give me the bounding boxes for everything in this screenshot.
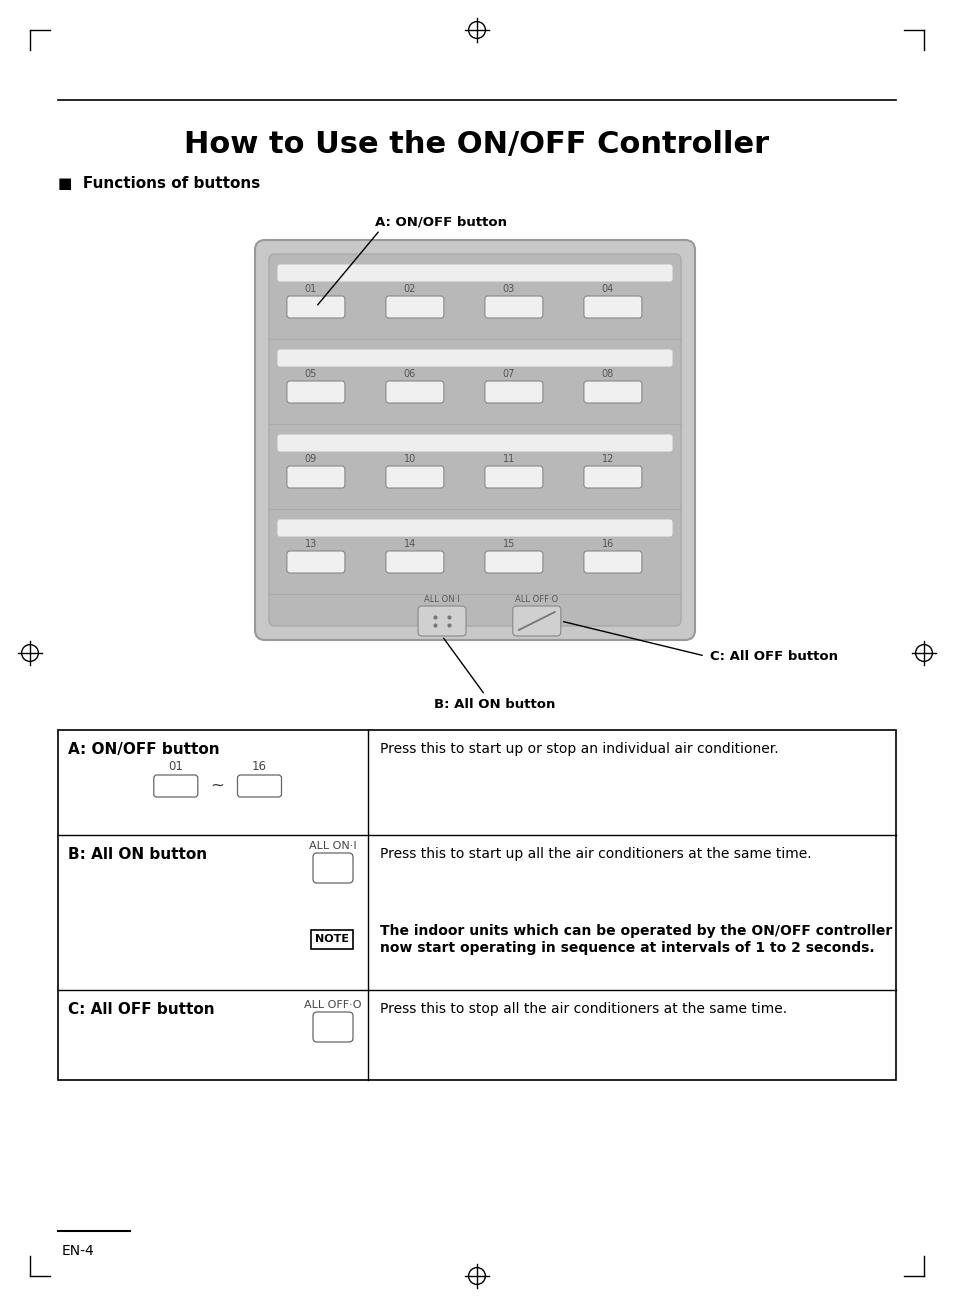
Text: 13: 13 xyxy=(305,539,316,549)
FancyBboxPatch shape xyxy=(583,296,641,317)
Text: 16: 16 xyxy=(601,539,614,549)
Text: The indoor units which can be operated by the ON/OFF controller
now start operat: The indoor units which can be operated b… xyxy=(379,925,891,955)
Text: 14: 14 xyxy=(403,539,416,549)
FancyBboxPatch shape xyxy=(386,296,443,317)
Text: ■  Functions of buttons: ■ Functions of buttons xyxy=(58,175,260,191)
Text: 06: 06 xyxy=(403,370,416,379)
Text: Press this to start up all the air conditioners at the same time.: Press this to start up all the air condi… xyxy=(379,848,811,861)
FancyBboxPatch shape xyxy=(153,774,197,797)
FancyBboxPatch shape xyxy=(386,466,443,488)
FancyBboxPatch shape xyxy=(417,606,466,636)
Text: A: ON/OFF button: A: ON/OFF button xyxy=(375,215,506,229)
FancyBboxPatch shape xyxy=(254,240,695,640)
FancyBboxPatch shape xyxy=(583,466,641,488)
Text: Press this to start up or stop an individual air conditioner.: Press this to start up or stop an indivi… xyxy=(379,742,778,756)
Text: ALL ON·I: ALL ON·I xyxy=(309,841,356,852)
FancyBboxPatch shape xyxy=(484,466,542,488)
Text: 08: 08 xyxy=(601,370,614,379)
Text: 01: 01 xyxy=(305,283,316,294)
Text: 09: 09 xyxy=(305,454,316,464)
FancyBboxPatch shape xyxy=(276,518,672,537)
FancyBboxPatch shape xyxy=(269,253,680,626)
FancyBboxPatch shape xyxy=(583,381,641,404)
Text: ALL OFF·O: ALL OFF·O xyxy=(304,1000,361,1010)
FancyBboxPatch shape xyxy=(583,551,641,573)
Bar xyxy=(311,930,353,949)
Text: 03: 03 xyxy=(502,283,515,294)
Text: ~: ~ xyxy=(211,777,224,795)
Text: Press this to stop all the air conditioners at the same time.: Press this to stop all the air condition… xyxy=(379,1002,786,1016)
FancyBboxPatch shape xyxy=(513,606,560,636)
FancyBboxPatch shape xyxy=(276,349,672,367)
FancyBboxPatch shape xyxy=(386,381,443,404)
Bar xyxy=(58,730,895,1080)
Text: 04: 04 xyxy=(601,283,614,294)
Text: 11: 11 xyxy=(502,454,515,464)
FancyBboxPatch shape xyxy=(484,381,542,404)
FancyBboxPatch shape xyxy=(484,551,542,573)
Text: EN-4: EN-4 xyxy=(62,1245,94,1258)
FancyBboxPatch shape xyxy=(313,1012,353,1042)
FancyBboxPatch shape xyxy=(313,853,353,883)
FancyBboxPatch shape xyxy=(276,264,672,282)
Text: How to Use the ON/OFF Controller: How to Use the ON/OFF Controller xyxy=(184,131,769,159)
Text: A: ON/OFF button: A: ON/OFF button xyxy=(68,742,219,757)
Text: 02: 02 xyxy=(403,283,416,294)
Text: NOTE: NOTE xyxy=(314,935,349,944)
Text: ALL OFF·O: ALL OFF·O xyxy=(515,596,558,603)
Text: 16: 16 xyxy=(252,760,267,773)
Text: 07: 07 xyxy=(502,370,515,379)
FancyBboxPatch shape xyxy=(287,381,345,404)
FancyBboxPatch shape xyxy=(287,466,345,488)
FancyBboxPatch shape xyxy=(386,551,443,573)
FancyBboxPatch shape xyxy=(484,296,542,317)
Text: 10: 10 xyxy=(403,454,416,464)
Text: 05: 05 xyxy=(304,370,316,379)
Text: C: All OFF button: C: All OFF button xyxy=(709,649,837,662)
FancyBboxPatch shape xyxy=(237,774,281,797)
Text: 12: 12 xyxy=(601,454,614,464)
Text: ALL ON·I: ALL ON·I xyxy=(424,596,459,603)
Text: B: All ON button: B: All ON button xyxy=(68,848,207,862)
Text: 01: 01 xyxy=(168,760,183,773)
Text: 15: 15 xyxy=(502,539,515,549)
FancyBboxPatch shape xyxy=(287,551,345,573)
Text: C: All OFF button: C: All OFF button xyxy=(68,1002,214,1017)
FancyBboxPatch shape xyxy=(287,296,345,317)
Text: B: All ON button: B: All ON button xyxy=(434,699,555,712)
FancyBboxPatch shape xyxy=(276,434,672,452)
